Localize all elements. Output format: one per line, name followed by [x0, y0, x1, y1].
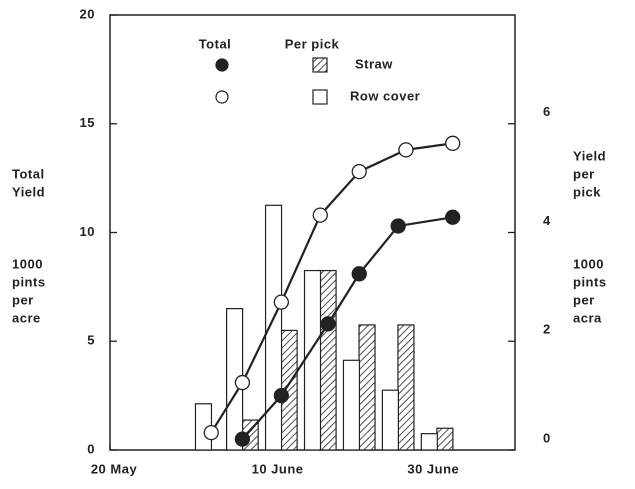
y2-tick-label: 2	[543, 322, 551, 337]
point	[312, 207, 328, 223]
bar	[436, 427, 454, 451]
point	[273, 294, 289, 310]
y-tick-label: 10	[80, 224, 95, 239]
point	[273, 387, 289, 404]
axis-label: Yield	[573, 148, 606, 163]
legend-header: Total	[199, 36, 232, 51]
y-tick-label: 20	[80, 6, 95, 21]
x-tick-label: 10 June	[252, 461, 304, 476]
point	[203, 424, 219, 441]
legend-marker	[215, 58, 229, 72]
axis-label: Total	[12, 166, 45, 181]
axis-label: acra	[573, 310, 602, 325]
bar	[397, 324, 415, 451]
axis-label: per	[573, 292, 595, 307]
legend-marker	[215, 90, 229, 104]
y2-tick-label: 6	[543, 104, 551, 119]
axis-label: pints	[12, 274, 46, 289]
point	[234, 431, 251, 447]
axis-label: per	[12, 292, 34, 307]
axis-label: pick	[573, 184, 601, 199]
y2-tick-label: 0	[543, 430, 551, 445]
x-tick-label: 30 June	[407, 461, 459, 476]
line	[241, 216, 453, 440]
bar	[342, 359, 361, 451]
bar	[264, 204, 283, 451]
bar	[358, 324, 376, 451]
y-tick-label: 5	[87, 333, 95, 348]
y2-tick-label: 4	[543, 213, 551, 228]
y-tick-label: 15	[80, 115, 95, 130]
point	[234, 374, 251, 391]
axis-label: 1000	[573, 256, 604, 271]
bar	[381, 389, 399, 451]
y-tick-label: 0	[87, 441, 95, 456]
x-tick-label: 20 May	[91, 461, 138, 476]
axis-label: per	[573, 166, 595, 181]
legend-label: Straw	[355, 56, 393, 71]
legend-marker	[312, 57, 328, 73]
point	[445, 135, 461, 151]
point	[320, 316, 336, 332]
point	[351, 266, 367, 282]
point	[398, 142, 414, 158]
legend-label: Row cover	[350, 88, 420, 103]
bar	[319, 269, 337, 451]
axis-label: pints	[573, 274, 607, 289]
point	[351, 163, 367, 180]
legend-header: Per pick	[285, 36, 340, 51]
point	[390, 218, 406, 234]
bar	[303, 269, 322, 451]
legend-marker	[312, 89, 328, 105]
point	[445, 209, 461, 225]
axis-label: acre	[12, 310, 41, 325]
bar	[420, 433, 438, 451]
axis-label: Yield	[12, 184, 45, 199]
axis-label: 1000	[12, 256, 43, 271]
